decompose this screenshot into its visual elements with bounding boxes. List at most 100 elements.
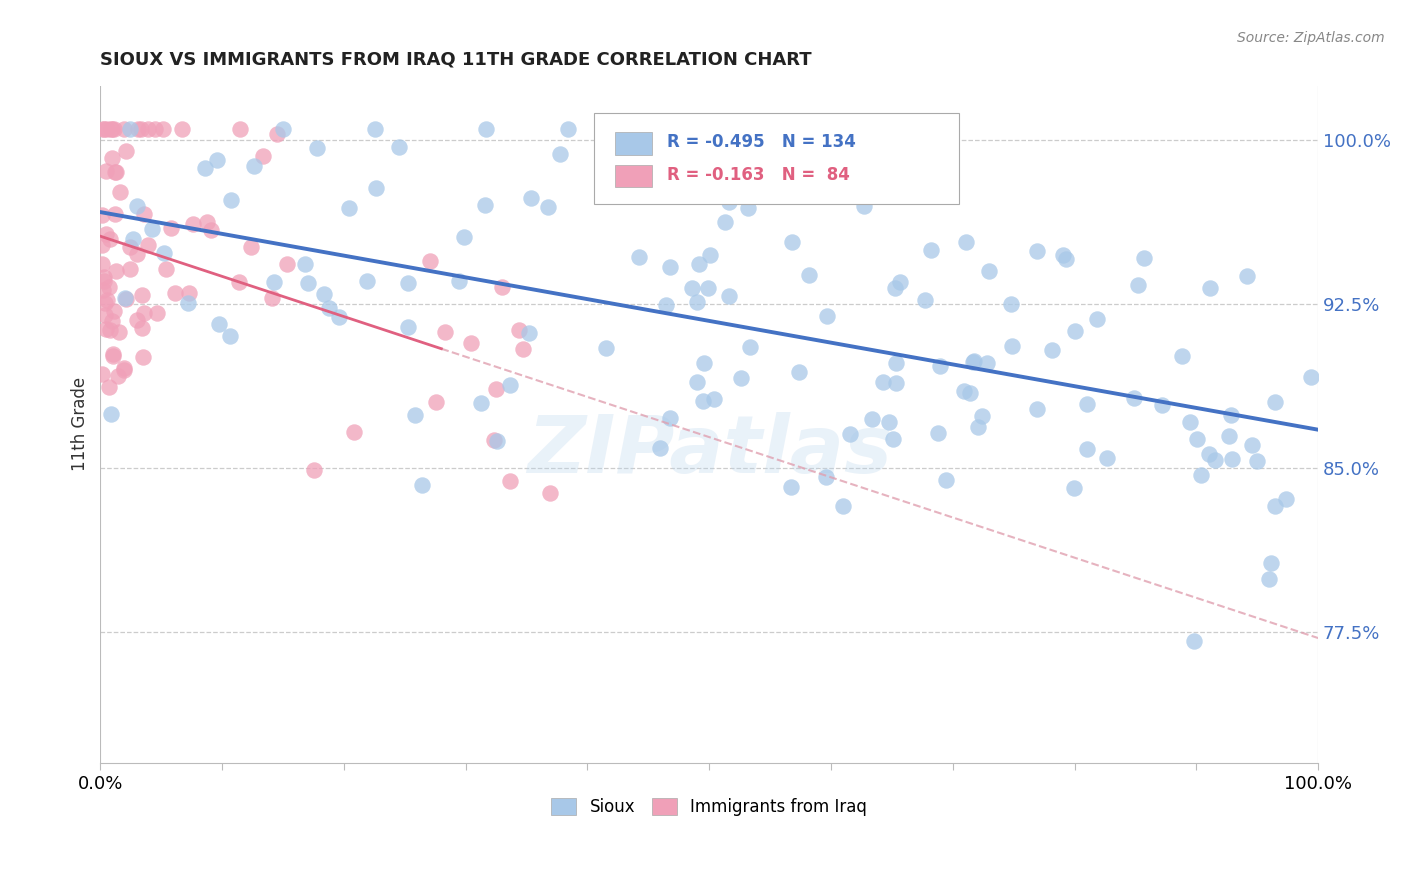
Point xyxy=(219,328,242,343)
Point xyxy=(962,355,984,369)
Point xyxy=(699,247,721,261)
Point xyxy=(780,235,803,249)
Point xyxy=(1085,311,1108,326)
Point xyxy=(96,227,118,241)
Point xyxy=(242,159,264,173)
Point xyxy=(103,349,125,363)
Point xyxy=(205,153,228,168)
Point xyxy=(425,395,447,409)
Point xyxy=(517,326,540,340)
Point xyxy=(297,276,319,290)
Point xyxy=(91,257,114,271)
Point xyxy=(96,122,118,136)
Point xyxy=(1198,447,1220,461)
Point xyxy=(1218,429,1240,443)
Point xyxy=(103,304,125,318)
Point xyxy=(1064,325,1087,339)
Point xyxy=(141,222,163,236)
Point xyxy=(93,270,115,285)
Text: R = -0.163   N =  84: R = -0.163 N = 84 xyxy=(666,166,849,184)
Point xyxy=(1199,281,1222,295)
Point xyxy=(90,237,112,252)
Point xyxy=(814,470,837,484)
Point xyxy=(499,474,522,488)
Point xyxy=(108,185,131,199)
Point xyxy=(328,310,350,324)
Point xyxy=(453,230,475,244)
Point xyxy=(1052,248,1074,262)
Point xyxy=(548,147,571,161)
FancyBboxPatch shape xyxy=(616,132,652,154)
Point xyxy=(782,122,804,136)
Point xyxy=(963,354,986,368)
Point xyxy=(1185,433,1208,447)
Point xyxy=(447,274,470,288)
Point xyxy=(100,408,122,422)
Point xyxy=(181,217,204,231)
Point xyxy=(970,409,993,424)
Point xyxy=(882,432,904,446)
Point xyxy=(797,268,820,282)
Point xyxy=(738,339,761,353)
Point xyxy=(318,301,340,316)
Point xyxy=(229,122,252,136)
Point xyxy=(122,232,145,246)
Point xyxy=(125,247,148,261)
Point xyxy=(132,207,155,221)
Point xyxy=(1189,467,1212,482)
Point xyxy=(108,326,131,340)
Point xyxy=(889,275,911,289)
Point xyxy=(537,201,560,215)
Point xyxy=(104,207,127,221)
Point xyxy=(1171,349,1194,363)
Point xyxy=(737,201,759,215)
Point xyxy=(263,275,285,289)
Point xyxy=(920,244,942,258)
Point xyxy=(118,240,141,254)
Point xyxy=(120,261,142,276)
Point xyxy=(90,367,112,381)
Point xyxy=(787,365,810,379)
Point xyxy=(953,384,976,399)
Point xyxy=(131,288,153,302)
Point xyxy=(396,277,419,291)
Point xyxy=(838,427,860,442)
Point xyxy=(1274,491,1296,506)
Point xyxy=(165,286,187,301)
Point xyxy=(112,362,135,376)
Point xyxy=(1260,556,1282,570)
Point xyxy=(474,122,496,136)
Point xyxy=(114,292,136,306)
Point xyxy=(93,308,115,322)
Point xyxy=(96,293,118,307)
Point xyxy=(1152,398,1174,412)
Point xyxy=(179,285,201,300)
Point xyxy=(482,434,505,448)
Point xyxy=(419,253,441,268)
Point xyxy=(1258,572,1281,586)
Point xyxy=(194,161,217,176)
Point xyxy=(685,375,707,389)
Point xyxy=(557,122,579,136)
Point xyxy=(155,261,177,276)
Point xyxy=(730,371,752,385)
Point xyxy=(103,347,125,361)
Point xyxy=(1240,437,1263,451)
Point xyxy=(914,293,936,307)
Point xyxy=(520,191,543,205)
Text: R = -0.495   N = 134: R = -0.495 N = 134 xyxy=(666,133,855,151)
Point xyxy=(177,296,200,310)
Point xyxy=(460,336,482,351)
Point xyxy=(100,122,122,136)
Point xyxy=(240,240,263,254)
Point xyxy=(112,361,135,376)
Point xyxy=(538,486,561,500)
Point xyxy=(1054,252,1077,266)
Point xyxy=(685,295,707,310)
Point xyxy=(959,386,981,401)
Point xyxy=(935,473,957,487)
Point xyxy=(228,275,250,289)
Point xyxy=(872,375,894,389)
Point xyxy=(314,286,336,301)
Point xyxy=(107,368,129,383)
